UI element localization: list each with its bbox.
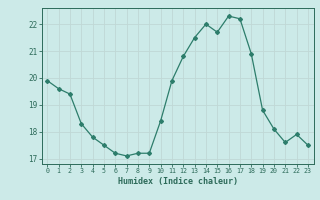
X-axis label: Humidex (Indice chaleur): Humidex (Indice chaleur): [118, 177, 237, 186]
